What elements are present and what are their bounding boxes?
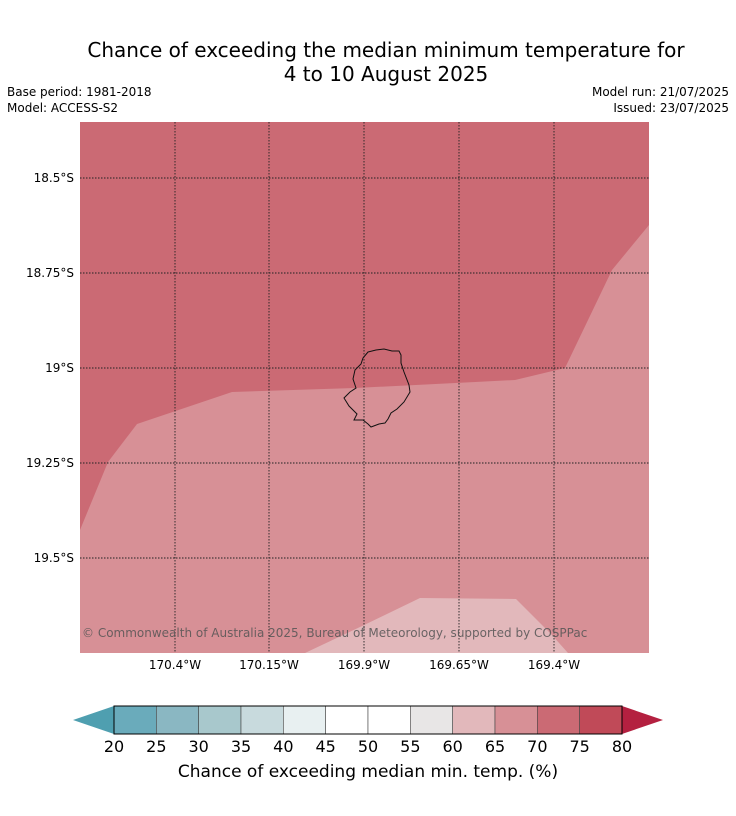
latitude-tick-label: 19.5°S <box>34 551 74 565</box>
colorbar-bin <box>579 705 623 735</box>
colorbar-bin <box>156 705 199 735</box>
title-line-2: 4 to 10 August 2025 <box>283 62 489 86</box>
map-area: © Commonwealth of Australia 2025, Bureau… <box>80 122 649 653</box>
colorbar-bin <box>537 705 580 735</box>
colorbar-bin <box>367 705 411 735</box>
longitude-tick-label: 170.4°W <box>149 658 201 672</box>
colorbar-tick-label: 50 <box>358 737 378 756</box>
longitude-labels: 170.4°W 170.15°W 169.9°W 169.65°W 169.4°W <box>149 658 580 672</box>
colorbar-over-arrow <box>622 706 663 734</box>
copyright-text: © Commonwealth of Australia 2025, Bureau… <box>82 626 587 640</box>
colorbar: 20 25 30 35 40 45 50 55 60 65 70 75 80 <box>73 705 663 756</box>
colorbar-tick-label: 20 <box>104 737 124 756</box>
latitude-tick-label: 18.75°S <box>26 266 74 280</box>
model-text: Model: ACCESS-S2 <box>7 101 119 115</box>
map-title: Chance of exceeding the median minimum t… <box>0 38 736 86</box>
colorbar-tick-label: 80 <box>612 737 632 756</box>
graticule <box>80 122 649 653</box>
colorbar-outline <box>113 705 623 735</box>
colorbar-bin <box>325 705 369 735</box>
colorbar-tick-label: 60 <box>442 737 462 756</box>
colorbar-tick-label: 70 <box>527 737 547 756</box>
colorbar-tick-label: 75 <box>569 737 589 756</box>
latitude-tick-label: 19°S <box>45 361 74 375</box>
model-info: Base period: 1981-2018 Model: ACCESS-S2 <box>7 84 152 116</box>
longitude-tick-label: 170.15°W <box>239 658 299 672</box>
region-60-65 <box>305 598 568 653</box>
colorbar-bin <box>410 705 453 735</box>
colorbar-tick-label: 65 <box>485 737 505 756</box>
colorbar-under-arrow <box>73 706 114 734</box>
colorbar-tick-label: 30 <box>188 737 208 756</box>
colorbar-tick-label: 25 <box>146 737 166 756</box>
issued-text: Issued: 23/07/2025 <box>613 101 729 115</box>
colorbar-bin <box>113 705 157 735</box>
longitude-tick-label: 169.65°W <box>429 658 489 672</box>
model-run-text: Model run: 21/07/2025 <box>591 85 729 99</box>
base-period-text: Base period: 1981-2018 <box>7 85 152 99</box>
latitude-labels: 18.5°S 18.75°S 19°S 19.25°S 19.5°S <box>26 171 74 565</box>
run-info: Model run: 21/07/2025 Issued: 23/07/2025 <box>592 84 729 116</box>
latitude-tick-label: 19.25°S <box>26 456 74 470</box>
longitude-tick-label: 169.4°W <box>528 658 580 672</box>
colorbar-bin <box>494 705 538 735</box>
colorbar-bin <box>240 705 284 735</box>
colorbar-tick-label: 45 <box>315 737 335 756</box>
colorbar-tick-label: 35 <box>231 737 251 756</box>
colorbar-bin <box>283 705 326 735</box>
latitude-tick-label: 18.5°S <box>34 171 74 185</box>
colorbar-label: Chance of exceeding median min. temp. (%… <box>177 762 559 782</box>
region-65-70 <box>80 225 649 653</box>
colorbar-tick-label: 40 <box>273 737 293 756</box>
title-line-1: Chance of exceeding the median minimum t… <box>87 38 685 62</box>
colorbar-bin <box>452 705 496 735</box>
colorbar-bin <box>198 705 242 735</box>
niue-coastline <box>343 348 411 428</box>
longitude-tick-label: 169.9°W <box>338 658 390 672</box>
colorbar-tick-label: 55 <box>400 737 420 756</box>
